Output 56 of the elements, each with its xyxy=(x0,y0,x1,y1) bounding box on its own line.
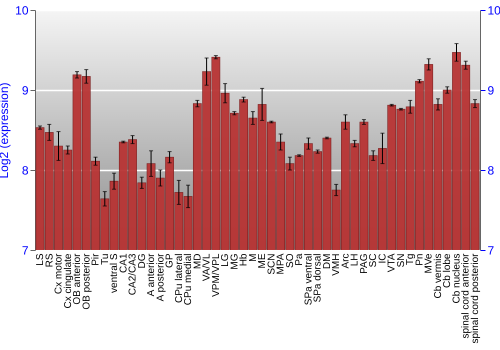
x-tick-label: PAG xyxy=(358,253,370,274)
x-tick-label: A posterior xyxy=(155,252,166,302)
y-tick-label: 7 xyxy=(22,244,29,258)
x-tick-label: Pn xyxy=(414,254,426,266)
x-tick-label: ME xyxy=(257,253,268,268)
x-tick-label: OB posterior xyxy=(81,252,92,310)
x-tick-label: RS xyxy=(44,253,56,268)
x-tick-label: Pa xyxy=(294,253,306,266)
x-tick-label: Cb vermis xyxy=(432,254,444,299)
x-tick-label: Pir xyxy=(90,252,102,266)
x-tick-label: DM xyxy=(322,254,333,270)
x-tick-label: MPA xyxy=(276,253,287,274)
x-tick-label: GP xyxy=(164,253,176,268)
x-tick-label: CA1 xyxy=(118,253,130,273)
y2-tick-label: 8 xyxy=(488,164,494,178)
x-tick-label: Cx cingulate xyxy=(62,253,74,309)
x-tick-label: Hb xyxy=(238,253,250,266)
x-tick-label: VMH xyxy=(331,254,342,276)
x-tick-label: spinal cord anterior xyxy=(460,252,472,339)
y2-tick-label: 10 xyxy=(488,4,500,18)
x-tick-label: CPu medial xyxy=(183,254,194,306)
x-tick-label: M xyxy=(248,254,259,262)
x-tick-label: MVe xyxy=(424,253,435,274)
x-tick-label: SO xyxy=(284,253,296,268)
x-tick-label: LS xyxy=(35,253,46,266)
x-tick-label: spinal cord posterior xyxy=(470,252,481,344)
x-tick-label: LH xyxy=(350,254,361,266)
x-tick-label: Cb nucleus xyxy=(451,254,462,304)
x-tick-label: LG xyxy=(220,253,232,267)
x-tick-label: Cx motor xyxy=(54,252,65,294)
x-tick-label: Cb lobe xyxy=(442,253,454,288)
y2-tick-label: 9 xyxy=(488,84,494,98)
x-tick-label: MD xyxy=(192,254,204,270)
x-tick-label: Arc xyxy=(340,254,352,268)
x-tick-label: SN xyxy=(396,254,407,268)
x-tick-label: ventral S xyxy=(109,253,120,293)
x-tick-label: VA/VL xyxy=(202,253,213,282)
x-tick-label: DG xyxy=(136,253,148,268)
x-tick-label: SC xyxy=(368,254,380,268)
x-tick-label: SPa ventral xyxy=(303,254,314,306)
x-tick-label: OB anterior xyxy=(72,252,84,305)
y2-tick-label: 7 xyxy=(488,244,494,258)
x-tick-label: MG xyxy=(229,253,240,270)
x-tick-label: CA2/CA3 xyxy=(128,253,139,296)
x-tick-label: VTA xyxy=(386,253,398,272)
y-tick-label: 8 xyxy=(22,164,29,178)
x-tick-label: Tu xyxy=(100,254,111,265)
x-tick-label: A anterior xyxy=(146,252,158,296)
x-tick-label: CPu lateral xyxy=(174,254,185,303)
x-tick-label: VPM/VPL xyxy=(210,253,222,297)
x-tick-label: IC xyxy=(377,254,388,264)
y-tick-label: 10 xyxy=(15,4,29,18)
x-tick-label: SCN xyxy=(266,254,278,275)
y-tick-label: 9 xyxy=(22,84,29,98)
x-tick-label: SPa dorsal xyxy=(312,254,324,302)
x-tick-label: Tg xyxy=(405,254,416,266)
